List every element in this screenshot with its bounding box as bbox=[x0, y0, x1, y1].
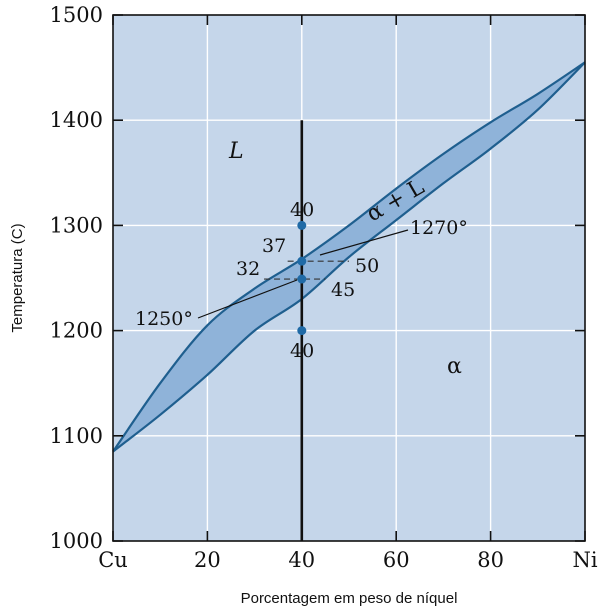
label-40-top: 40 bbox=[290, 199, 314, 221]
x-tick-label: Ni bbox=[572, 548, 597, 572]
axes bbox=[112, 14, 586, 542]
y-tick-label: 1200 bbox=[50, 319, 103, 343]
grid bbox=[113, 15, 585, 541]
x-tick-label: Cu bbox=[98, 548, 128, 572]
y-tick-label: 1300 bbox=[50, 213, 103, 237]
label-45: 45 bbox=[331, 279, 355, 301]
label-liquid: L bbox=[228, 139, 244, 164]
label-50: 50 bbox=[355, 255, 379, 277]
label-32: 32 bbox=[236, 258, 260, 280]
liquidus-curve bbox=[112, 61, 586, 453]
leader-1250 bbox=[197, 279, 298, 319]
state-point bbox=[297, 274, 307, 284]
x-tick-label: 20 bbox=[194, 548, 221, 572]
label-37: 37 bbox=[262, 235, 286, 257]
label-1250: 1250° bbox=[135, 308, 193, 330]
x-tick-label: 40 bbox=[288, 548, 315, 572]
label-1270: 1270° bbox=[410, 217, 468, 239]
state-points bbox=[297, 220, 307, 336]
y-tick-label: 1500 bbox=[50, 3, 103, 27]
x-axis-title: Porcentagem em peso de níquel bbox=[241, 590, 458, 607]
state-point bbox=[297, 220, 307, 230]
x-tick-label: 80 bbox=[477, 548, 504, 572]
solidus-curve bbox=[112, 61, 586, 453]
plot-frame bbox=[112, 14, 586, 542]
x-tick-label: 60 bbox=[383, 548, 410, 572]
state-point bbox=[297, 326, 307, 336]
state-point bbox=[297, 256, 307, 266]
y-tick-label: 1400 bbox=[50, 108, 103, 132]
label-40-bottom: 40 bbox=[290, 340, 314, 362]
plot-background bbox=[113, 15, 585, 541]
y-tick-label: 1100 bbox=[50, 424, 103, 448]
label-alpha: α bbox=[447, 354, 462, 379]
y-axis-title: Temperatura (C) bbox=[9, 223, 26, 332]
leader-1270 bbox=[319, 229, 409, 256]
tick-marks: 1000 1100 1200 1300 1400 1500 Cu 20 40 60 80 Ni bbox=[50, 3, 598, 572]
y-tick-label: 1000 bbox=[50, 529, 103, 553]
